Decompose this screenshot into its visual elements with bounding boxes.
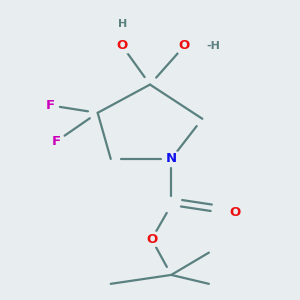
Text: O: O — [230, 206, 241, 219]
Text: N: N — [166, 152, 177, 165]
Text: F: F — [46, 99, 55, 112]
Text: O: O — [146, 233, 157, 246]
Text: O: O — [117, 39, 128, 52]
Text: F: F — [52, 135, 61, 148]
Text: -H: -H — [207, 41, 221, 51]
Text: H: H — [118, 19, 127, 28]
Text: O: O — [179, 39, 190, 52]
